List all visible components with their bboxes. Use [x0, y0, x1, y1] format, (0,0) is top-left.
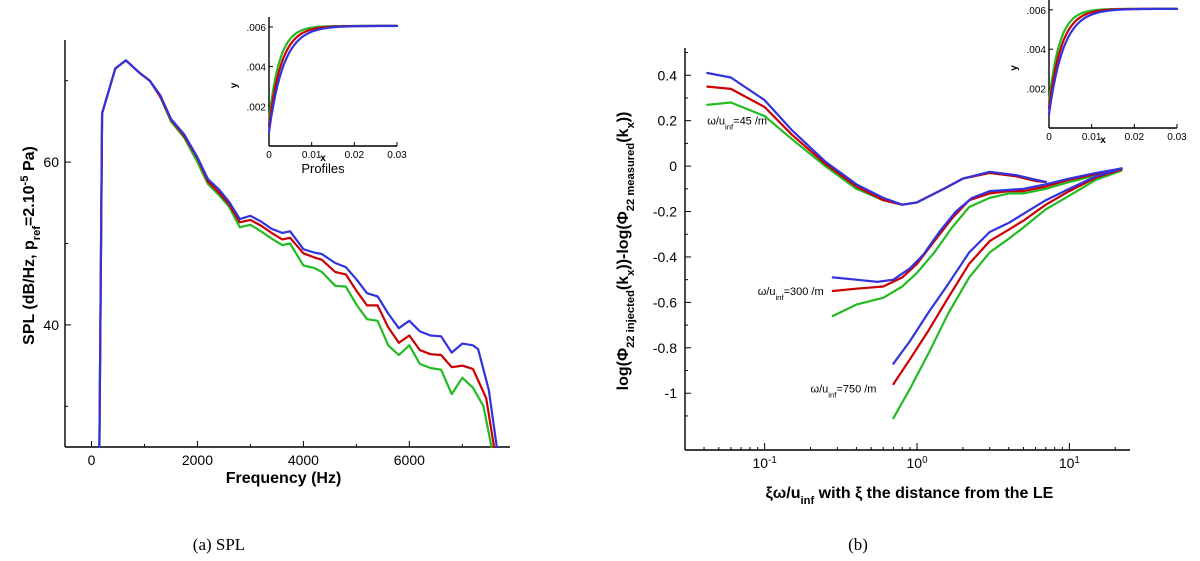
a-inset-curve-green [267, 24, 399, 122]
a-y-label-part: =2.10 [21, 185, 38, 226]
b-annotation-part: inf [775, 293, 784, 302]
b-series-blue [831, 167, 1123, 283]
b-inset-x-tick-label: 0.03 [1167, 132, 1187, 143]
b-series-red [706, 85, 1047, 206]
a-series-blue [98, 59, 498, 449]
b-annotation-part: inf [725, 122, 734, 131]
a-y-label-part: Pa) [21, 146, 38, 175]
b-x-tick-label: 100 [907, 455, 929, 472]
b-annotation-part: ω/u [707, 116, 725, 128]
b-y-label-part: ))-log(Φ [615, 211, 632, 269]
b-y-label-part: 22 measured [625, 143, 637, 212]
b-x-tick-base: 10 [753, 455, 769, 471]
b-inset-curve-green [1047, 7, 1179, 104]
b-y-label-part: 22 injected [625, 290, 637, 348]
b-x-label: ξω/uinf with ξ the distance from the LE [766, 485, 1054, 507]
panel-b-log-ratio-chart: 10-1 100 1010.40.20-0.2-0.4-0.6-0.8-1ξω/ui… [615, 0, 1187, 507]
a-inset-title: Profiles [301, 161, 345, 176]
b-inset-x-tick-label: 0.02 [1125, 132, 1145, 143]
a-inset-x-tick-label: 0 [266, 150, 272, 161]
b-annotation-part: ω/u [811, 384, 829, 396]
b-x-tick-label: 10-1 [753, 455, 777, 472]
caption-b: (b) [848, 535, 868, 554]
b-series-blue [706, 71, 1047, 206]
b-annotation-part: ω/u [758, 286, 776, 298]
a-inset-x-tick-label: 0.02 [345, 150, 365, 161]
a-x-label: Frequency (Hz) [226, 470, 342, 487]
a-y-label-part: ref [31, 226, 43, 241]
a-series-green [98, 59, 493, 449]
b-y-tick-label: 0.4 [658, 67, 678, 83]
b-y-label-part: log(Φ [615, 348, 632, 390]
b-y-tick-label: -0.6 [653, 294, 677, 310]
b-annotation: ω/uinf=45 /m [707, 116, 767, 132]
a-y-label-part: -5 [19, 176, 31, 186]
b-y-tick-label: -0.4 [653, 249, 677, 265]
b-annotation: ω/uinf=300 /m [758, 286, 824, 302]
b-x-tick-label: 101 [1059, 455, 1080, 472]
a-inset-y-tick-label: .002 [247, 102, 267, 113]
a-inset-y-tick-label: .006 [247, 23, 267, 34]
b-inset-y-label: y [1009, 65, 1020, 71]
b-inset-x-tick-label: 0.01 [1082, 132, 1102, 143]
b-x-tick-exp: 0 [922, 455, 928, 466]
b-x-label-part: inf [801, 495, 815, 507]
b-x-tick-exp: -1 [768, 455, 777, 466]
b-annotation: ω/uinf=750 /m [811, 384, 877, 400]
a-inset-x-tick-label: 0.03 [387, 150, 407, 161]
a-inset-y-label: y [229, 82, 240, 88]
b-x-tick-base: 10 [907, 455, 923, 471]
b-annotation-part: inf [828, 390, 837, 399]
b-inset-x-tick-label: 0 [1046, 132, 1052, 143]
b-y-tick-label: -0.8 [653, 340, 677, 356]
b-series-green [892, 169, 1123, 420]
b-annotation-part: =45 /m [733, 116, 767, 128]
a-y-label-part: SPL (dB/Hz, p [21, 240, 38, 345]
b-inset-y-tick-label: .004 [1027, 45, 1047, 56]
b-series-red [892, 168, 1123, 386]
a-inset-x-tick-label: 0.01 [302, 150, 322, 161]
a-y-tick-label: 40 [43, 317, 59, 333]
b-x-tick-exp: 1 [1074, 455, 1079, 466]
a-y-label: SPL (dB/Hz, pref=2.10-5 Pa) [19, 146, 43, 345]
b-y-label-part: x [625, 122, 637, 129]
b-inset-x-label: x [1100, 135, 1106, 146]
b-y-tick-label: 0 [669, 158, 677, 174]
b-y-tick-label: -1 [665, 385, 678, 401]
a-x-tick-label: 6000 [394, 452, 425, 468]
a-inset-curve-blue [267, 24, 399, 134]
a-inset-x-label: x [320, 153, 326, 164]
b-annotation-part: =300 /m [784, 286, 824, 298]
b-inset-y-tick-label: .006 [1027, 6, 1047, 17]
b-y-label: log(Φ22 injected(kx))-log(Φ22 measured(k… [615, 112, 637, 391]
b-y-tick-label: -0.2 [653, 204, 677, 220]
a-x-tick-label: 0 [88, 452, 96, 468]
b-series-green [831, 167, 1123, 318]
panel-a-spl-chart: 0 2000 4000 6000 40 60 Frequency (Hz) SPL (dB/H… [19, 17, 510, 487]
b-inset-curve-blue [1047, 7, 1179, 116]
a-x-tick-label: 4000 [288, 452, 319, 468]
caption-a: (a) SPL [193, 535, 245, 554]
b-y-label-part: (k [615, 276, 632, 290]
a-inset-y-tick-label: .004 [247, 63, 267, 74]
b-series-blue [892, 167, 1123, 365]
b-inset-y-tick-label: .002 [1027, 85, 1047, 96]
b-y-tick-label: 0.2 [658, 113, 678, 129]
b-annotation-part: =750 /m [836, 384, 876, 396]
b-x-label-part: with ξ the distance from the LE [814, 485, 1053, 502]
b-y-label-part: )) [615, 112, 632, 123]
b-x-label-part: ξω/u [766, 485, 801, 502]
a-y-tick-label: 60 [43, 154, 59, 170]
b-y-label-part: (k [615, 128, 632, 142]
a-x-tick-label: 2000 [182, 452, 213, 468]
b-y-label-part: x [625, 269, 637, 276]
b-x-tick-base: 10 [1059, 455, 1075, 471]
